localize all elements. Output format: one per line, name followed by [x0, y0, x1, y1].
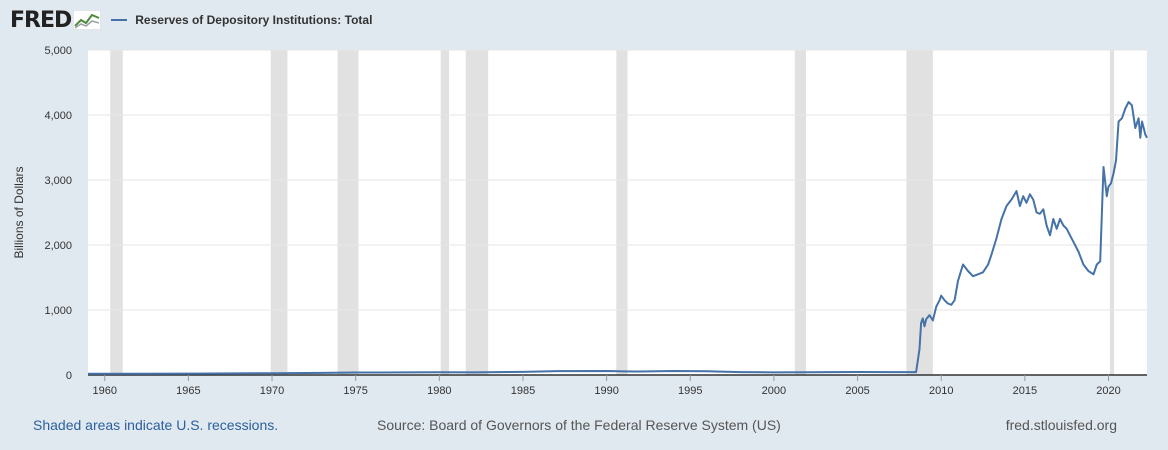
- x-tick-label: 2015: [1013, 385, 1037, 397]
- legend-series-label: Reserves of Depository Institutions: Tot…: [135, 13, 373, 27]
- recession-band: [794, 50, 807, 375]
- legend[interactable]: Reserves of Depository Institutions: Tot…: [111, 13, 372, 27]
- chart-header: FRED Reserves of Depository Institutions…: [10, 6, 372, 34]
- recession-note: Shaded areas indicate U.S. recessions.: [33, 417, 279, 433]
- y-tick-label: 0: [66, 370, 72, 382]
- recession-band: [270, 50, 288, 375]
- x-tick-label: 1985: [511, 385, 535, 397]
- y-tick-label: 1,000: [44, 305, 72, 317]
- x-tick-label: 1995: [678, 385, 702, 397]
- x-tick-label: 1975: [343, 385, 367, 397]
- legend-swatch: [111, 19, 128, 21]
- x-tick-label: 2010: [929, 385, 953, 397]
- y-tick-label: 3,000: [44, 175, 72, 187]
- x-tick-label: 1960: [92, 385, 116, 397]
- series-line[interactable]: [87, 101, 1148, 375]
- recession-band: [337, 50, 359, 375]
- fred-logo[interactable]: FRED: [10, 7, 102, 33]
- x-tick-label: 1965: [176, 385, 200, 397]
- chart[interactable]: 0 1,000 2,000 3,000 4,000 5,000 1960 1965 1970 19…: [0, 0, 1168, 405]
- x-tick-label: 1980: [427, 385, 451, 397]
- recession-band: [1109, 50, 1115, 375]
- recession-band: [465, 50, 489, 375]
- logo-text: FRED: [10, 7, 72, 33]
- site-link[interactable]: fred.stlouisfed.org: [1005, 417, 1117, 433]
- y-axis-label: Billions of Dollars: [12, 166, 26, 258]
- fred-chart-icon: [73, 10, 102, 30]
- x-tick-label: 1970: [260, 385, 284, 397]
- source-note: Source: Board of Governors of the Federa…: [377, 417, 781, 433]
- x-tick-label: 2020: [1096, 385, 1120, 397]
- recession-band: [906, 50, 933, 375]
- x-tick-label: 2005: [845, 385, 869, 397]
- y-tick-label: 5,000: [44, 45, 72, 57]
- x-tick-label: 1990: [594, 385, 618, 397]
- y-tick-label: 4,000: [44, 110, 72, 122]
- recession-band: [440, 50, 450, 375]
- y-tick-label: 2,000: [44, 240, 72, 252]
- recession-band: [110, 50, 123, 375]
- recession-band: [616, 50, 628, 375]
- x-tick-label: 2000: [762, 385, 786, 397]
